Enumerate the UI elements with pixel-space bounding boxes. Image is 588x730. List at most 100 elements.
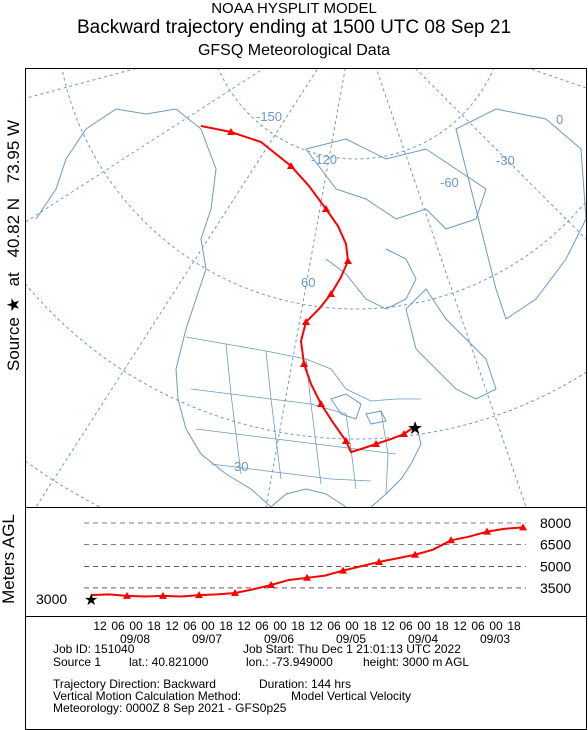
- date-labels: 09/08 09/07 09/06 09/05 09/04 09/03: [120, 632, 510, 646]
- source-height-label: 3000: [36, 591, 67, 607]
- model-title: NOAA HYSPLIT MODEL: [211, 0, 377, 17]
- altitude-marker: [123, 591, 131, 599]
- altitude-markers: [123, 523, 527, 599]
- hour-tick-label: 18: [147, 619, 161, 633]
- job-id: Job ID: 151040: [53, 642, 135, 656]
- states-row1: [190, 388, 347, 415]
- source-height: height: 3000 m AGL: [363, 655, 470, 669]
- hour-tick-label: 12: [237, 619, 251, 633]
- gulf-coast: [270, 488, 347, 507]
- traj-marker: [227, 128, 235, 135]
- states-row3: [210, 463, 372, 482]
- traj-marker: [322, 205, 330, 212]
- altitude-marker: [339, 566, 347, 574]
- hour-tick-label: 06: [255, 619, 269, 633]
- hour-tick-label: 00: [129, 619, 143, 633]
- meteorology: Meteorology: 0000Z 8 Sep 2021 - GFS0p25: [53, 701, 287, 715]
- meridian-180: [26, 69, 136, 99]
- map-panel: -150 -120 -60 -30 0 60 30: [25, 68, 587, 508]
- hour-tick-label: 06: [471, 619, 485, 633]
- traj-marker: [400, 430, 408, 437]
- states-col1: [225, 343, 242, 475]
- hour-tick-label: 18: [219, 619, 233, 633]
- hudson-bay: [325, 248, 417, 310]
- states-col2: [265, 350, 282, 480]
- hour-tick-label: 00: [345, 619, 359, 633]
- hour-labels: 12 06 00 18 12 06 00 18 12 06 00 18 12 06 00 18 12 06 00 18…: [93, 619, 521, 633]
- altitude-marker: [375, 557, 383, 565]
- altitude-marker: [519, 523, 527, 531]
- trajectory-direction: Trajectory Direction: Backward: [53, 677, 216, 691]
- arctic-islands: [305, 138, 487, 230]
- date-tick-label: 09/06: [264, 632, 294, 646]
- altitude-marker: [411, 550, 419, 558]
- alaska-coast: [35, 108, 177, 220]
- lon-label-0: 0: [556, 112, 563, 127]
- source-star-icon: ★: [407, 418, 423, 438]
- altitude-marker: [483, 527, 491, 535]
- altitude-chart: 8000 6500 5000 3500 3000 ★: [36, 515, 571, 609]
- hour-tick-label: 06: [111, 619, 125, 633]
- meteo-subtitle: GFSQ Meteorological Data: [197, 42, 391, 59]
- traj-marker: [342, 437, 350, 444]
- coastlines: [35, 108, 586, 507]
- traj-marker: [287, 162, 295, 169]
- altitude-marker: [303, 573, 311, 581]
- hour-tick-label: 00: [489, 619, 503, 633]
- traj-marker: [327, 290, 335, 297]
- meridian-30: [415, 69, 586, 240]
- source-lon: 73.95 W: [4, 119, 23, 184]
- hour-tick-label: 18: [291, 619, 305, 633]
- traj-marker: [317, 400, 325, 407]
- labrador: [405, 288, 497, 400]
- vertical-method: Vertical Motion Calculation Method:: [53, 689, 242, 703]
- traj-marker: [372, 440, 380, 447]
- hour-tick-label: 12: [93, 619, 107, 633]
- altitude-right-tick: 3500: [540, 580, 571, 596]
- altitude-tick-labels: 8000 6500 5000 3500: [540, 515, 571, 596]
- great-lakes: [330, 393, 387, 425]
- altitude-line: [90, 526, 524, 598]
- hour-tick-label: 18: [363, 619, 377, 633]
- hour-tick-label: 00: [201, 619, 215, 633]
- hour-tick-label: 06: [327, 619, 341, 633]
- us-canada-border: [185, 336, 421, 402]
- states-row2: [195, 428, 397, 455]
- lon-label-150: -150: [256, 109, 282, 124]
- source-lat: 40.82 N: [4, 197, 23, 258]
- hour-tick-label: 12: [165, 619, 179, 633]
- date-tick-label: 09/07: [192, 632, 222, 646]
- hour-tick-label: 06: [183, 619, 197, 633]
- hour-tick-label: 00: [273, 619, 287, 633]
- lon-label-30: -30: [496, 153, 515, 168]
- states-col3: [305, 358, 322, 485]
- map-svg: -150 -120 -60 -30 0 60 30: [26, 69, 586, 507]
- altitude-source-star-icon: ★: [84, 592, 98, 609]
- altitude-right-tick: 5000: [540, 558, 571, 574]
- hour-tick-label: 18: [435, 619, 449, 633]
- vertical-model: Model Vertical Velocity: [291, 689, 412, 703]
- source-prefix: Source: [4, 317, 23, 371]
- source-at: at: [4, 272, 23, 287]
- west-coast: [175, 108, 272, 507]
- meridian-120: [35, 69, 319, 507]
- source-star-icon: ★: [4, 297, 23, 313]
- traj-marker: [300, 360, 308, 367]
- states-col5: [380, 410, 389, 495]
- source-lat: lat.: 40.821000: [129, 655, 209, 669]
- graticule: [26, 69, 586, 507]
- meridian-0: [529, 69, 586, 89]
- job-start: Job Start: Thu Dec 1 21:01:13 UTC 2022: [243, 642, 461, 656]
- hour-tick-label: 18: [507, 619, 521, 633]
- date-tick-label: 09/08: [120, 632, 150, 646]
- altitude-grid: [84, 522, 526, 589]
- altitude-marker: [267, 581, 275, 589]
- lon-label-60: -60: [440, 175, 459, 190]
- state-borders: [185, 336, 421, 495]
- traj-marker: [344, 257, 352, 264]
- altitude-marker: [195, 591, 203, 599]
- page-title: Backward trajectory ending at 1500 UTC 0…: [76, 17, 512, 38]
- altitude-right-tick: 8000: [540, 515, 571, 531]
- source-lon: lon.: -73.949000: [246, 655, 333, 669]
- source-number: Source 1: [53, 655, 102, 669]
